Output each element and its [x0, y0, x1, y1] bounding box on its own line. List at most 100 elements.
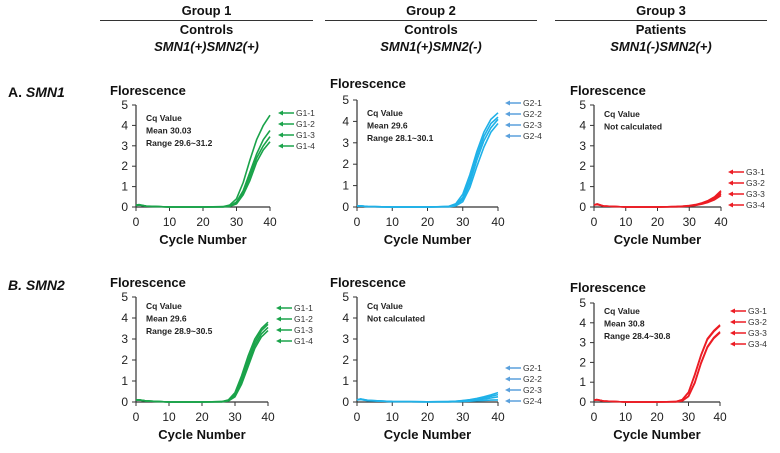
series-label: G2-4 — [523, 396, 542, 406]
y-tick-label: 0 — [121, 395, 128, 409]
y-tick-label: 2 — [342, 157, 349, 171]
series-line-g3-4 — [593, 194, 722, 208]
series-label: G1-4 — [294, 336, 313, 346]
arrow-head-icon — [728, 202, 733, 208]
cq-annotation: Cq Value — [146, 113, 182, 123]
series-label: G3-3 — [748, 328, 767, 338]
series-label: G1-3 — [296, 130, 315, 140]
arrow-head-icon — [276, 305, 281, 311]
chart-title: Florescence — [110, 83, 186, 98]
series-label: G3-1 — [746, 167, 765, 177]
y-tick-label: 5 — [121, 290, 128, 304]
arrow-head-icon — [505, 133, 510, 139]
y-tick-label: 2 — [579, 355, 586, 369]
cq-annotation: Mean 30.03 — [146, 126, 192, 136]
x-tick-label: 40 — [263, 215, 277, 229]
x-tick-label: 20 — [196, 215, 210, 229]
cq-annotation: Cq Value — [604, 109, 640, 119]
series-label: G3-2 — [748, 317, 767, 327]
group-1-header: Group 1 Controls SMN1(+)SMN2(+) — [100, 2, 313, 55]
group-2-header: Group 2 Controls SMN1(+)SMN2(-) — [325, 2, 537, 55]
series-line-g1-4 — [135, 141, 271, 208]
y-tick-label: 0 — [342, 395, 349, 409]
x-tick-label: 40 — [491, 410, 505, 424]
series-line-g1-4 — [136, 330, 269, 403]
group-genotype: SMN1(+)SMN2(+) — [154, 39, 259, 54]
y-tick-label: 3 — [579, 336, 586, 350]
x-tick-label: 10 — [162, 410, 176, 424]
arrow-head-icon — [278, 121, 283, 127]
y-tick-label: 0 — [121, 200, 128, 214]
series-label: G2-2 — [523, 109, 542, 119]
y-tick-label: 1 — [579, 180, 586, 194]
arrow-head-icon — [276, 327, 281, 333]
y-tick-label: 1 — [342, 374, 349, 388]
x-tick-label: 10 — [386, 410, 400, 424]
series-line-g3-3 — [593, 331, 721, 403]
series-label: G1-1 — [294, 303, 313, 313]
cq-annotation: Mean 29.6 — [367, 121, 408, 131]
x-tick-label: 20 — [195, 410, 209, 424]
y-tick-label: 0 — [579, 200, 586, 214]
series-label: G1-3 — [294, 325, 313, 335]
y-tick-label: 1 — [121, 374, 128, 388]
series-label: G3-1 — [748, 306, 767, 316]
arrow-head-icon — [505, 122, 510, 128]
group-genotype: SMN1(+)SMN2(-) — [380, 39, 482, 54]
group-subtitle: Patients — [635, 22, 687, 37]
cq-annotation: Range 28.4~30.8 — [604, 331, 671, 341]
y-tick-label: 0 — [342, 200, 349, 214]
chart-panel-2: Florescence 0 1 2 3 4 5 0 10 20 30 40 Cycle Number Cq… — [330, 76, 542, 247]
y-tick-label: 3 — [342, 332, 349, 346]
cq-annotation: Cq Value — [604, 306, 640, 316]
y-tick-label: 2 — [121, 353, 128, 367]
row-gene: SMN1 — [25, 84, 65, 100]
series-label: G1-1 — [296, 108, 315, 118]
series-label: G3-3 — [746, 189, 765, 199]
x-tick-label: 30 — [682, 410, 696, 424]
cq-annotation: Range 29.6~31.2 — [146, 138, 213, 148]
arrow-head-icon — [505, 376, 510, 382]
x-tick-label: 30 — [683, 215, 697, 229]
chart-panel-4: Florescence 0 1 2 3 4 5 0 10 20 30 40 Cycle Number Cq… — [110, 275, 313, 442]
x-tick-label: 0 — [354, 215, 361, 229]
series-line-g3-4 — [593, 332, 721, 403]
x-tick-label: 20 — [421, 410, 435, 424]
y-tick-label: 4 — [579, 316, 586, 330]
row-gene: SMN2 — [25, 277, 65, 293]
y-tick-label: 5 — [579, 98, 586, 112]
x-tick-label: 40 — [714, 215, 728, 229]
arrow-head-icon — [730, 341, 735, 347]
group-genotype: SMN1(-)SMN2(+) — [610, 39, 712, 54]
arrow-head-icon — [278, 110, 283, 116]
y-tick-label: 2 — [121, 159, 128, 173]
x-tick-label: 0 — [354, 410, 361, 424]
x-axis-label: Cycle Number — [158, 427, 245, 442]
x-axis-label: Cycle Number — [159, 232, 246, 247]
x-tick-label: 30 — [456, 410, 470, 424]
y-tick-label: 4 — [342, 311, 349, 325]
series-label: G2-3 — [523, 385, 542, 395]
cq-annotation: Not calculated — [367, 314, 425, 324]
chart-title: Florescence — [330, 275, 406, 290]
x-tick-label: 10 — [619, 215, 633, 229]
arrow-head-icon — [276, 338, 281, 344]
arrow-head-icon — [505, 365, 510, 371]
y-tick-label: 0 — [579, 395, 586, 409]
y-tick-label: 2 — [342, 353, 349, 367]
y-tick-label: 3 — [579, 139, 586, 153]
row-label-a: A. SMN1 — [8, 84, 65, 100]
arrow-head-icon — [730, 308, 735, 314]
arrow-head-icon — [505, 387, 510, 393]
series-label: G3-2 — [746, 178, 765, 188]
chart-title: Florescence — [570, 280, 646, 295]
series-label: G2-3 — [523, 120, 542, 130]
arrow-head-icon — [278, 132, 283, 138]
y-tick-label: 4 — [342, 114, 349, 128]
x-axis-label: Cycle Number — [384, 232, 471, 247]
arrow-head-icon — [728, 169, 733, 175]
x-tick-label: 20 — [651, 215, 665, 229]
arrow-head-icon — [728, 191, 733, 197]
